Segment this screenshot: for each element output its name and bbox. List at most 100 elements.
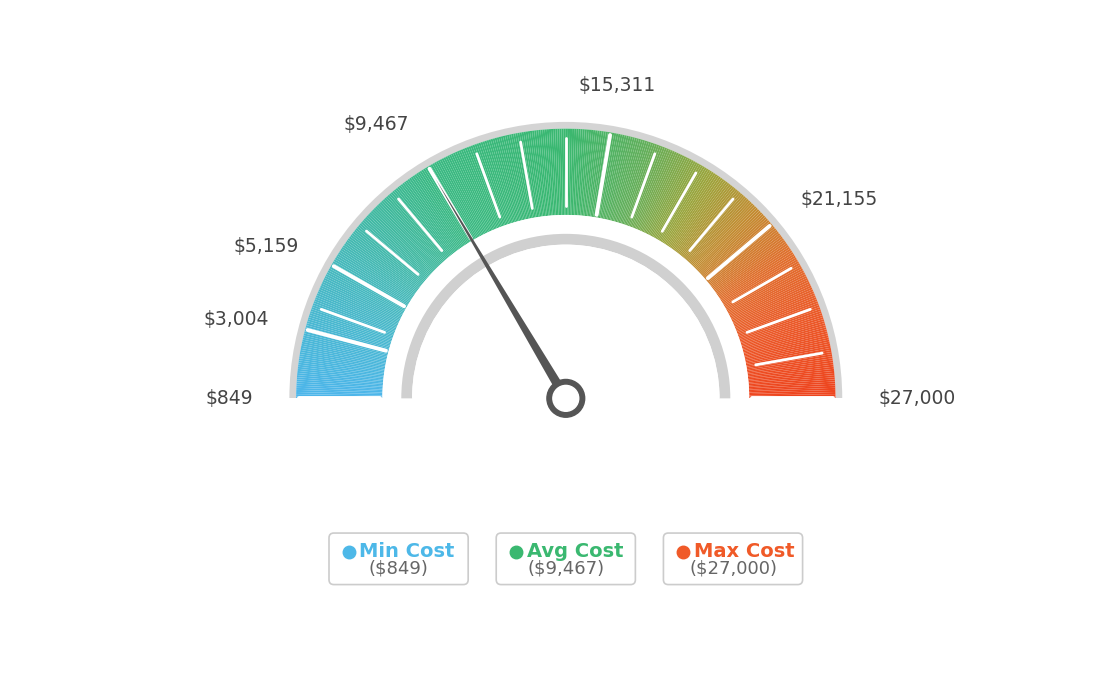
Wedge shape [697,209,760,270]
Wedge shape [745,342,830,361]
Wedge shape [381,200,442,265]
Wedge shape [691,201,752,266]
Wedge shape [296,386,383,391]
Wedge shape [297,368,383,380]
Wedge shape [744,335,828,357]
Wedge shape [402,183,456,253]
Wedge shape [340,248,413,297]
Wedge shape [299,358,384,373]
Wedge shape [325,276,402,317]
Wedge shape [705,223,772,280]
Wedge shape [566,128,567,215]
Wedge shape [534,130,545,216]
Wedge shape [649,158,690,235]
Wedge shape [745,344,830,362]
Wedge shape [296,392,382,395]
Wedge shape [728,270,804,313]
Wedge shape [342,245,415,295]
Wedge shape [311,307,393,337]
Wedge shape [732,284,810,322]
Wedge shape [470,146,502,227]
Wedge shape [671,178,723,249]
Wedge shape [450,153,489,233]
Wedge shape [715,244,787,294]
Wedge shape [569,128,572,215]
Wedge shape [668,174,718,246]
Wedge shape [676,183,730,253]
Wedge shape [541,130,550,216]
Wedge shape [562,128,564,215]
Polygon shape [435,178,570,401]
Wedge shape [613,138,637,221]
Wedge shape [686,195,744,261]
Wedge shape [560,128,563,215]
Wedge shape [698,210,761,272]
Wedge shape [463,148,497,229]
Wedge shape [296,388,383,393]
Wedge shape [692,203,754,266]
Wedge shape [732,286,811,323]
Wedge shape [335,257,410,304]
Wedge shape [467,147,500,228]
Wedge shape [297,373,383,382]
Wedge shape [300,350,385,367]
Wedge shape [687,196,745,262]
Text: $3,004: $3,004 [203,310,268,329]
Wedge shape [399,185,454,255]
Wedge shape [439,159,481,236]
Wedge shape [330,265,406,308]
Wedge shape [407,179,459,250]
Wedge shape [482,141,510,224]
Wedge shape [300,348,385,366]
Text: $21,155: $21,155 [800,190,878,209]
Wedge shape [730,278,808,317]
Wedge shape [344,244,416,294]
Wedge shape [329,266,406,310]
Wedge shape [526,131,540,217]
Wedge shape [701,217,766,276]
Text: Min Cost: Min Cost [360,542,455,561]
Wedge shape [743,331,828,354]
Wedge shape [319,287,399,324]
Wedge shape [724,263,800,308]
Wedge shape [750,390,836,394]
Wedge shape [586,130,597,216]
Wedge shape [749,386,836,391]
Wedge shape [375,206,437,268]
Wedge shape [606,135,627,219]
Wedge shape [742,321,825,347]
Wedge shape [619,141,647,224]
Wedge shape [708,228,776,284]
Wedge shape [645,155,684,234]
Wedge shape [740,313,822,342]
Wedge shape [437,160,480,237]
Wedge shape [602,134,620,219]
Wedge shape [679,186,734,255]
Wedge shape [495,138,519,221]
Wedge shape [301,344,386,362]
Wedge shape [670,177,721,248]
Wedge shape [640,152,677,231]
Wedge shape [551,129,558,215]
Wedge shape [723,259,798,305]
Wedge shape [746,348,831,366]
Wedge shape [516,133,533,218]
Wedge shape [744,337,829,358]
Wedge shape [388,195,446,261]
Wedge shape [518,132,534,218]
Wedge shape [628,145,659,226]
Wedge shape [718,247,790,297]
Wedge shape [445,156,485,235]
Wedge shape [312,303,394,335]
Wedge shape [358,225,425,282]
Wedge shape [728,272,805,314]
Wedge shape [587,130,599,217]
Wedge shape [475,144,505,226]
Wedge shape [577,129,585,215]
Wedge shape [315,299,395,332]
Wedge shape [702,219,768,277]
Wedge shape [329,268,405,311]
Wedge shape [678,185,733,255]
Wedge shape [574,129,581,215]
Wedge shape [487,140,513,223]
